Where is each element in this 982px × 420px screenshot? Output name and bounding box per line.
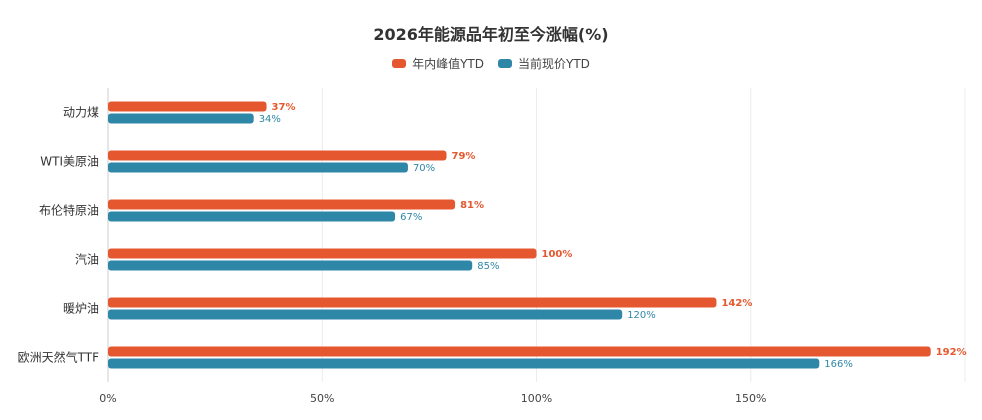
- label-layer: 0% 50% 100% 150% 动力煤 37%34% WTI美原油 79% 70% 布伦特原油 8…: [18, 102, 967, 405]
- bar-current[interactable]: [108, 211, 396, 222]
- bar-current[interactable]: [108, 113, 254, 124]
- category-label: 汽油: [75, 252, 99, 267]
- x-tick-label: 50%: [310, 392, 334, 405]
- value-label-peak: 142%: [721, 298, 752, 309]
- bar-peak[interactable]: [108, 150, 447, 161]
- value-label-current: 120%: [627, 310, 656, 321]
- category-label: WTI美原油: [40, 155, 99, 169]
- legend: 年内峰值YTD 当前现价YTD: [0, 55, 982, 72]
- legend-item-current[interactable]: 当前现价YTD: [498, 55, 590, 72]
- category-label: 动力煤: [63, 106, 99, 120]
- x-tick-label: 150%: [735, 392, 766, 405]
- category-label: 暖炉油: [63, 302, 99, 316]
- bar-current[interactable]: [108, 358, 820, 369]
- value-label-current: 166%: [824, 359, 853, 370]
- bar-peak[interactable]: [108, 248, 537, 259]
- value-label-current: 70%: [413, 163, 435, 174]
- bar-current[interactable]: [108, 309, 623, 320]
- category-label: 布伦特原油: [39, 203, 99, 218]
- value-label-peak: 100%: [542, 249, 573, 260]
- value-label-peak: 192%: [936, 347, 967, 358]
- value-label-peak: 37%: [272, 102, 296, 113]
- value-label-peak: 79%: [452, 151, 476, 162]
- value-label-current: 34%: [259, 114, 281, 125]
- value-label-current: 67%: [400, 212, 422, 223]
- x-tick-label: 100%: [521, 392, 552, 405]
- bar-peak[interactable]: [108, 101, 267, 112]
- grid-layer: [107, 88, 966, 382]
- bar-peak[interactable]: [108, 199, 456, 210]
- category-label: 欧洲天然气TTF: [18, 350, 99, 365]
- legend-label-current: 当前现价YTD: [518, 57, 590, 71]
- bar-current[interactable]: [108, 162, 408, 173]
- value-label-peak: 81%: [460, 200, 484, 211]
- legend-swatch-peak: [392, 59, 407, 68]
- legend-swatch-current: [498, 59, 512, 68]
- x-tick-label: 0%: [99, 392, 116, 405]
- value-label-current: 85%: [477, 261, 499, 272]
- chart-title: 2026年能源品年初至今涨幅(%): [373, 25, 609, 44]
- bar-peak[interactable]: [108, 346, 931, 357]
- bar-current[interactable]: [108, 260, 473, 271]
- legend-label-peak: 年内峰值YTD: [412, 57, 484, 71]
- bar-layer: [108, 101, 931, 369]
- legend-item-peak[interactable]: 年内峰值YTD: [392, 55, 484, 72]
- bar-peak[interactable]: [108, 297, 717, 308]
